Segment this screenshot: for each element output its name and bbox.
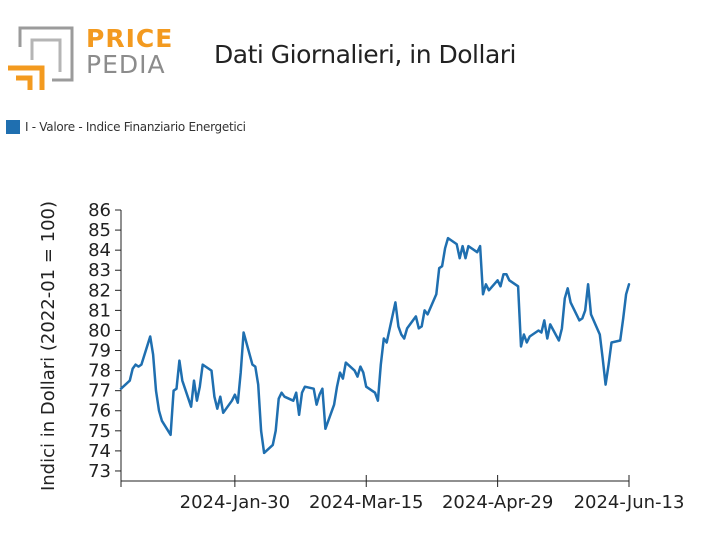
y-tick-label: 85	[88, 220, 111, 241]
y-axis-label: Indici in Dollari (2022-01 = 100)	[38, 201, 59, 491]
y-tick-label: 86	[88, 200, 111, 221]
legend-label: I - Valore - Indice Finanziario Energeti…	[25, 120, 246, 134]
logo-mark-icon	[8, 26, 74, 90]
series-layer	[119, 236, 631, 455]
logo-text-pedia: PEDIA	[86, 50, 166, 79]
legend-swatch	[6, 120, 20, 134]
y-tick-label: 74	[88, 441, 111, 462]
logo-text-price: PRICE	[86, 24, 174, 53]
y-tick-label: 81	[88, 300, 111, 321]
y-tick-label: 78	[88, 361, 111, 382]
y-tick-label: 77	[88, 381, 111, 402]
y-tick-label: 80	[88, 320, 111, 341]
y-tick-label: 83	[88, 260, 111, 281]
y-tick-label: 73	[88, 461, 111, 482]
y-tick-label: 82	[88, 280, 111, 301]
chart-title: Dati Giornalieri, in Dollari	[214, 40, 517, 69]
y-tick-label: 84	[88, 240, 111, 261]
x-tick-label: 2024-Mar-15	[309, 492, 424, 513]
pricepedia-logo: PRICE PEDIA	[8, 22, 172, 92]
y-tick-label: 79	[88, 341, 111, 362]
x-tick-label: 2024-Jun-13	[574, 492, 685, 513]
series-line	[119, 236, 631, 455]
x-axis: 2024-Jan-30 2024-Mar-15 2024-Apr-29 2024-Ju…	[120, 475, 685, 513]
legend[interactable]: I - Valore - Indice Finanziario Energeti…	[6, 119, 246, 135]
x-tick-label: 2024-Apr-29	[442, 492, 553, 513]
x-tick-label: 2024-Jan-30	[180, 492, 290, 513]
y-tick-label: 75	[88, 421, 111, 442]
y-tick-label: 76	[88, 401, 111, 422]
